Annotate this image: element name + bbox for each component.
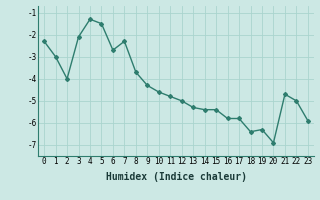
X-axis label: Humidex (Indice chaleur): Humidex (Indice chaleur) bbox=[106, 172, 246, 182]
